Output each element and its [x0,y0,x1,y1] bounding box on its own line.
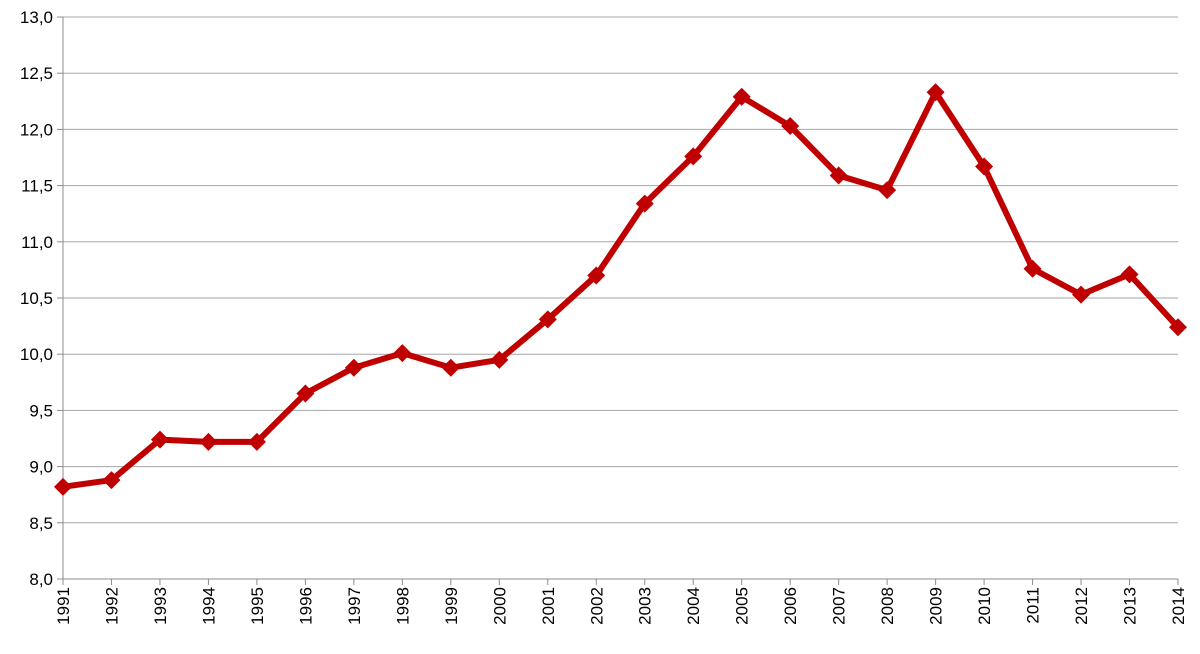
y-tick-label: 10,0 [20,345,53,364]
data-point-marker [344,358,363,377]
data-point-marker [1023,259,1042,278]
x-tick-label: 2011 [1024,587,1043,624]
data-point-marker [441,358,460,377]
data-point-marker [587,266,606,285]
data-point-marker [1120,265,1139,284]
data-point-marker [926,83,945,102]
data-point-marker [102,471,121,490]
data-point-marker [781,117,800,136]
x-tick-label: 1994 [199,587,218,625]
data-point-marker [829,166,848,185]
x-tick-label: 1995 [248,587,267,625]
data-point-marker [393,344,412,363]
x-tick-label: 1997 [345,587,364,625]
data-point-marker [1169,318,1187,337]
y-axis-ticks: 8,0 8,5 9,0 9,5 10,0 10,5 11,0 11,5 12,0 12,5 13,0 [20,8,53,589]
data-point-marker [1072,285,1091,304]
data-point-marker [150,430,169,449]
x-tick-label: 2002 [587,587,606,625]
x-tick-label: 2012 [1072,587,1091,625]
x-axis-ticks: 1991 1992 1993 1994 1995 1996 1997 1998 1999 2000… [54,587,1188,625]
x-tick-label: 2009 [927,587,946,625]
data-point-marker [247,432,266,451]
x-tick-label: 2007 [830,587,849,625]
x-tick-label: 2003 [636,587,655,625]
y-tick-label: 8,0 [29,570,53,589]
data-point-marker [538,310,557,329]
x-tick-label: 1996 [296,587,315,625]
gridlines [63,16,1178,580]
series-markers [54,83,1187,496]
x-tick-label: 1998 [393,587,412,625]
data-point-marker [490,350,509,369]
y-tick-label: 8,5 [29,514,53,533]
axes [57,16,1179,585]
data-point-marker [54,477,72,496]
data-point-marker [732,87,751,106]
y-tick-label: 12,5 [20,64,53,83]
x-tick-label: 2006 [781,587,800,625]
x-tick-label: 2008 [878,587,897,625]
y-tick-label: 12,0 [20,120,53,139]
x-tick-label: 1992 [102,587,121,625]
x-tick-label: 2010 [975,587,994,625]
x-tick-label: 2014 [1169,587,1188,625]
y-tick-label: 11,0 [21,233,53,252]
series-line [60,89,1181,490]
series-line-path [60,89,1181,490]
data-point-marker [199,432,218,451]
x-tick-label: 2005 [733,587,752,625]
x-tick-label: 1993 [151,587,170,625]
y-tick-label: 11,5 [21,177,53,196]
data-point-marker [878,181,897,200]
x-tick-label: 2013 [1121,587,1140,625]
y-tick-label: 10,5 [20,289,53,308]
x-tick-label: 2001 [539,587,558,625]
x-tick-label: 2000 [490,587,509,625]
y-tick-label: 13,0 [20,8,53,27]
data-point-marker [684,147,703,166]
data-point-marker [975,157,994,176]
data-point-marker [296,384,315,403]
x-tick-label: 1991 [54,587,73,625]
data-point-marker [635,194,654,213]
y-tick-label: 9,0 [29,458,53,477]
y-tick-label: 9,5 [29,401,53,420]
x-tick-label: 1999 [442,587,461,625]
x-tick-label: 2004 [684,587,703,625]
